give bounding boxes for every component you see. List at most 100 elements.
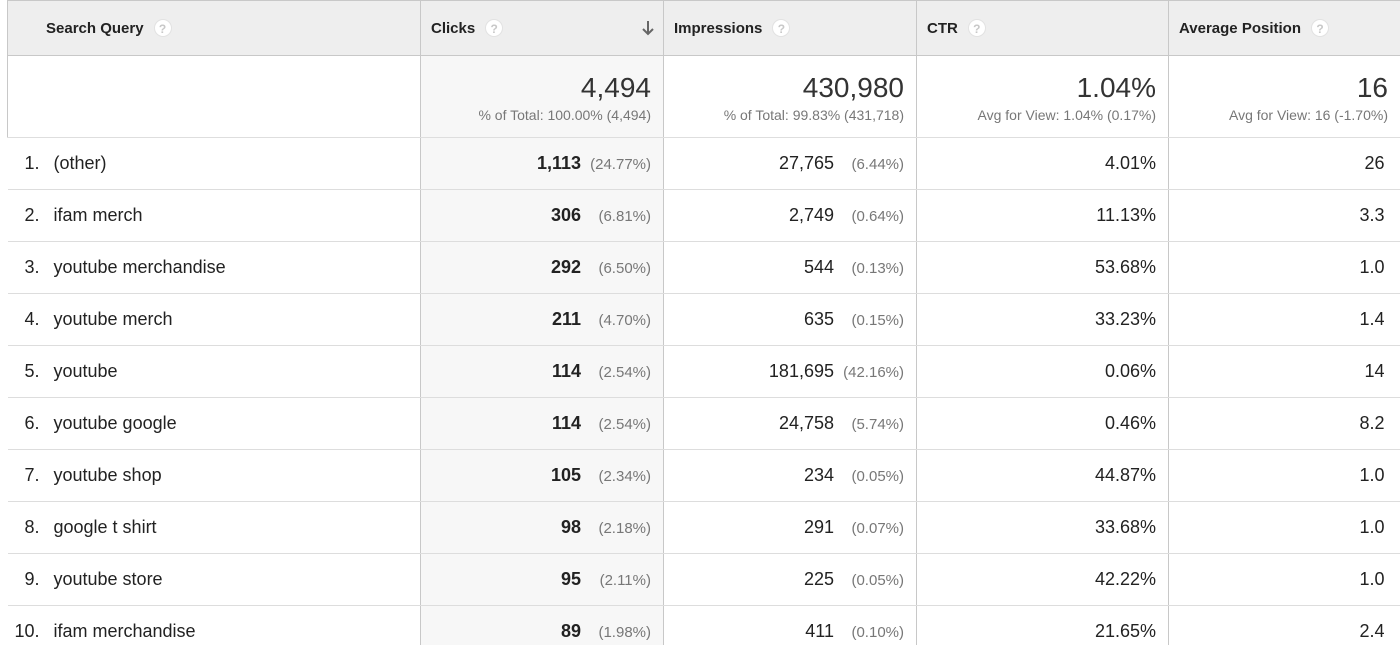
- column-header-ctr[interactable]: CTR ?: [916, 0, 1169, 56]
- clicks-percent: (2.11%): [599, 572, 651, 589]
- impressions-percent: (0.10%): [851, 624, 904, 641]
- clicks-cell: 98 (2.18%): [420, 501, 664, 554]
- help-icon[interactable]: ?: [485, 19, 504, 37]
- row-index: 5.: [24, 361, 40, 381]
- impressions-cell: 411 (0.10%): [663, 605, 917, 645]
- impressions-value: 291: [803, 517, 834, 537]
- column-header-average-position[interactable]: Average Position ?: [1168, 0, 1400, 56]
- query-link[interactable]: google t shirt: [53, 517, 157, 537]
- query-link[interactable]: youtube google: [53, 413, 177, 433]
- impressions-value: 411: [805, 621, 834, 641]
- column-header-search-query[interactable]: Search Query ?: [7, 0, 421, 56]
- ctr-value: 53.68%: [1094, 257, 1156, 277]
- query-link[interactable]: youtube merchandise: [53, 257, 226, 277]
- table-row: 2. ifam merch 306 (6.81%) 2,749 (0.64%) 11.13%…: [7, 189, 1400, 242]
- impressions-cell: 24,758 (5.74%): [663, 397, 917, 450]
- position-cell: 1.0: [1168, 449, 1400, 502]
- help-icon[interactable]: ?: [153, 19, 172, 37]
- query-cell: 7. youtube shop: [7, 449, 421, 502]
- impressions-percent: (0.64%): [851, 208, 904, 225]
- position-value: 3.3: [1359, 205, 1385, 225]
- table-row: 8. google t shirt 98 (2.18%) 291 (0.07%) 33.68…: [7, 501, 1400, 554]
- sort-descending-icon[interactable]: [641, 19, 655, 37]
- impressions-value: 2,749: [788, 205, 834, 225]
- position-value: 1.4: [1359, 309, 1385, 329]
- column-header-clicks[interactable]: Clicks ?: [420, 0, 664, 56]
- totals-ctr-sub: Avg for View: 1.04% (0.17%): [977, 107, 1156, 123]
- table-row: 10. ifam merchandise 89 (1.98%) 411 (0.10%) 21…: [7, 605, 1400, 645]
- query-link[interactable]: youtube merch: [53, 309, 173, 329]
- ctr-cell: 53.68%: [916, 241, 1169, 294]
- query-link[interactable]: youtube: [53, 361, 118, 381]
- query-cell: 8. google t shirt: [7, 501, 421, 554]
- impressions-cell: 27,765 (6.44%): [663, 137, 917, 190]
- help-icon[interactable]: ?: [967, 19, 986, 37]
- position-cell: 2.4: [1168, 605, 1400, 645]
- position-value: 1.0: [1359, 465, 1385, 485]
- totals-ctr-cell: 1.04% Avg for View: 1.04% (0.17%): [916, 55, 1169, 138]
- clicks-percent: (6.50%): [598, 260, 651, 277]
- ctr-cell: 11.13%: [916, 189, 1169, 242]
- clicks-value: 98: [560, 517, 581, 537]
- ctr-cell: 4.01%: [916, 137, 1169, 190]
- query-cell: 5. youtube: [7, 345, 421, 398]
- help-icon[interactable]: ?: [1310, 19, 1329, 37]
- impressions-value: 225: [803, 569, 834, 589]
- row-index: 10.: [14, 621, 40, 641]
- row-index: 1.: [24, 153, 40, 173]
- position-value: 8.2: [1359, 413, 1385, 433]
- query-link[interactable]: youtube shop: [53, 465, 162, 485]
- table-row: 9. youtube store 95 (2.11%) 225 (0.05%) 42.22%…: [7, 553, 1400, 606]
- table-header-row: Search Query ? Clicks ?: [7, 0, 1400, 56]
- clicks-cell: 89 (1.98%): [420, 605, 664, 645]
- query-cell: 6. youtube google: [7, 397, 421, 450]
- clicks-percent: (24.77%): [590, 156, 651, 173]
- query-link[interactable]: ifam merchandise: [53, 621, 196, 641]
- query-link[interactable]: (other): [53, 153, 107, 173]
- totals-impressions-sub: % of Total: 99.83% (431,718): [723, 107, 904, 123]
- row-index: 8.: [24, 517, 40, 537]
- ctr-cell: 21.65%: [916, 605, 1169, 645]
- ctr-value: 44.87%: [1094, 465, 1156, 485]
- impressions-cell: 234 (0.05%): [663, 449, 917, 502]
- query-link[interactable]: youtube store: [53, 569, 163, 589]
- row-index: 6.: [24, 413, 40, 433]
- impressions-percent: (0.05%): [851, 468, 904, 485]
- ctr-value: 42.22%: [1094, 569, 1156, 589]
- impressions-percent: (6.44%): [851, 156, 904, 173]
- position-cell: 8.2: [1168, 397, 1400, 450]
- clicks-cell: 306 (6.81%): [420, 189, 664, 242]
- help-icon[interactable]: ?: [772, 19, 791, 37]
- query-cell: 9. youtube store: [7, 553, 421, 606]
- ctr-value: 0.06%: [1104, 361, 1156, 381]
- table-row: 4. youtube merch 211 (4.70%) 635 (0.15%) 33.23…: [7, 293, 1400, 346]
- ctr-cell: 44.87%: [916, 449, 1169, 502]
- position-cell: 1.4: [1168, 293, 1400, 346]
- impressions-percent: (5.74%): [851, 416, 904, 433]
- impressions-percent: (42.16%): [843, 364, 904, 381]
- clicks-value: 89: [560, 621, 581, 641]
- totals-impressions-value: 430,980: [802, 72, 904, 103]
- impressions-value: 27,765: [778, 153, 834, 173]
- impressions-cell: 2,749 (0.64%): [663, 189, 917, 242]
- position-value: 1.0: [1359, 517, 1385, 537]
- impressions-value: 635: [803, 309, 834, 329]
- impressions-cell: 544 (0.13%): [663, 241, 917, 294]
- impressions-percent: (0.15%): [851, 312, 904, 329]
- row-index: 2.: [24, 205, 40, 225]
- ctr-value: 33.23%: [1094, 309, 1156, 329]
- ctr-cell: 0.46%: [916, 397, 1169, 450]
- column-header-label: CTR: [927, 19, 958, 37]
- column-header-impressions[interactable]: Impressions ?: [663, 0, 917, 56]
- ctr-value: 21.65%: [1094, 621, 1156, 641]
- clicks-cell: 292 (6.50%): [420, 241, 664, 294]
- column-header-label: Impressions: [674, 19, 763, 37]
- clicks-percent: (2.54%): [598, 416, 651, 433]
- query-cell: 4. youtube merch: [7, 293, 421, 346]
- position-cell: 26: [1168, 137, 1400, 190]
- query-cell: 2. ifam merch: [7, 189, 421, 242]
- totals-clicks-cell: 4,494 % of Total: 100.00% (4,494): [420, 55, 664, 138]
- ctr-value: 11.13%: [1096, 205, 1156, 225]
- clicks-percent: (2.54%): [598, 364, 651, 381]
- query-link[interactable]: ifam merch: [53, 205, 143, 225]
